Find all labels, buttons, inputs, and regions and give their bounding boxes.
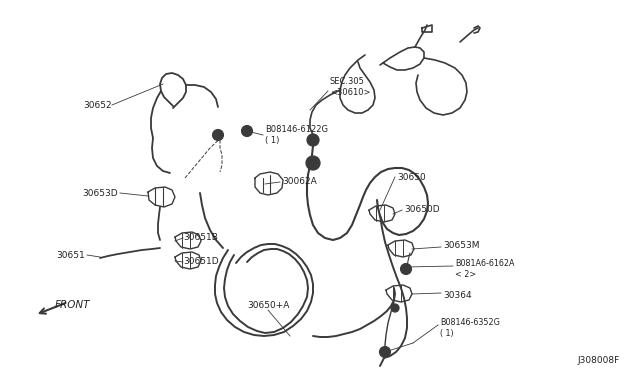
Text: B081A6-6162A
< 2>: B081A6-6162A < 2> xyxy=(455,259,515,279)
Text: B: B xyxy=(404,266,408,272)
Text: 30651B: 30651B xyxy=(183,234,218,243)
Text: B: B xyxy=(216,132,220,138)
Text: FRONT: FRONT xyxy=(55,300,90,310)
Text: SEC.305
<30610>: SEC.305 <30610> xyxy=(330,77,371,97)
Text: 30653D: 30653D xyxy=(83,189,118,198)
Circle shape xyxy=(212,129,223,141)
Text: B: B xyxy=(244,128,250,134)
Text: 30364: 30364 xyxy=(443,291,472,299)
Text: B08146-6122G
( 1): B08146-6122G ( 1) xyxy=(265,125,328,145)
Text: J308008F: J308008F xyxy=(578,356,620,365)
Text: 30651: 30651 xyxy=(56,250,85,260)
Text: 30650: 30650 xyxy=(397,173,426,182)
Text: 30650+A: 30650+A xyxy=(247,301,289,310)
Circle shape xyxy=(401,263,412,275)
Circle shape xyxy=(380,346,390,357)
Circle shape xyxy=(391,304,399,312)
Circle shape xyxy=(241,125,253,137)
Text: B: B xyxy=(383,350,387,355)
Text: 30652: 30652 xyxy=(83,100,112,109)
Text: 30651D: 30651D xyxy=(183,257,219,266)
Text: 30062A: 30062A xyxy=(282,177,317,186)
Text: 30653M: 30653M xyxy=(443,241,479,250)
Text: 30650D: 30650D xyxy=(404,205,440,215)
Text: B08146-6352G
( 1): B08146-6352G ( 1) xyxy=(440,318,500,338)
Circle shape xyxy=(307,134,319,146)
Circle shape xyxy=(306,156,320,170)
